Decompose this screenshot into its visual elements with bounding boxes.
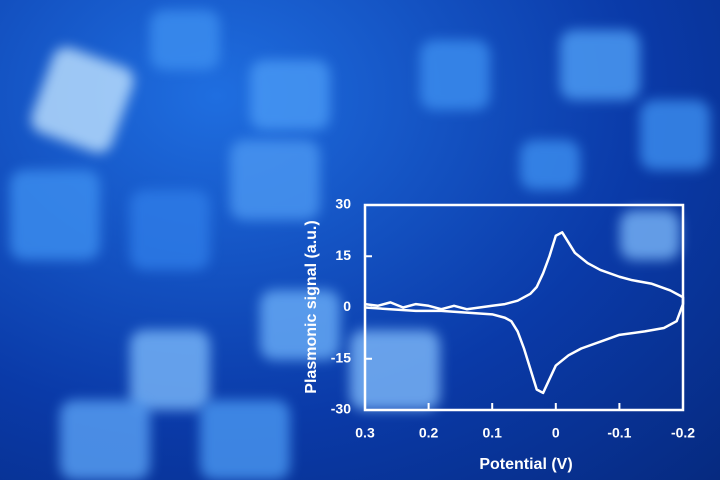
plot-frame — [363, 203, 685, 412]
signal-line — [364, 231, 685, 395]
x-tick-label: -0.1 — [607, 425, 631, 441]
x-tick-label: 0.2 — [419, 425, 439, 441]
x-tick-label: -0.2 — [671, 425, 695, 441]
y-tick-label: -15 — [331, 349, 351, 365]
y-axis-label: Plasmonic signal (a.u.) — [303, 220, 320, 393]
x-tick-label: 0 — [552, 425, 560, 441]
y-tick-label: 15 — [335, 247, 351, 263]
x-axis-label: Potential (V) — [479, 456, 572, 473]
y-tick-label: -30 — [331, 401, 351, 417]
x-tick-label: 0.1 — [482, 425, 502, 441]
x-tick-label: 0.3 — [355, 425, 375, 441]
y-tick-label: 0 — [343, 298, 351, 314]
y-tick-label: 30 — [335, 196, 351, 212]
